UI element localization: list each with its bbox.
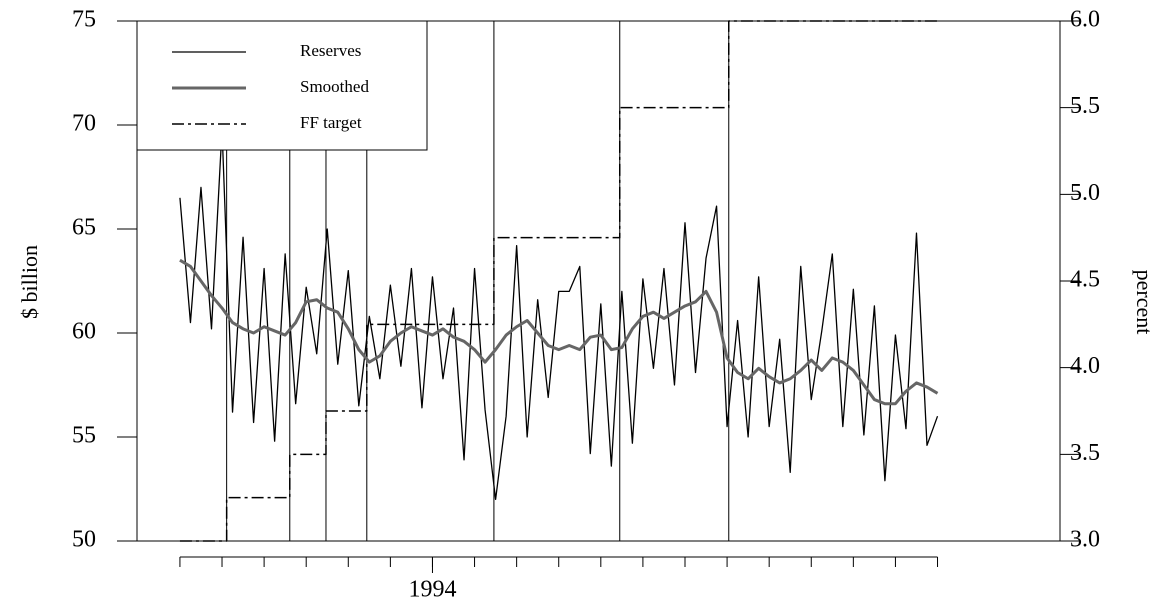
y2-tick-label: 4.0 xyxy=(1070,353,1100,379)
legend-box xyxy=(136,20,428,151)
y-tick-label: 55 xyxy=(72,423,96,449)
y-tick-label: 65 xyxy=(72,215,96,241)
y2-axis-label: percent xyxy=(1132,270,1157,335)
legend-label: FF target xyxy=(300,113,362,132)
y2-tick-label: 3.0 xyxy=(1070,527,1100,553)
y-tick-label: 75 xyxy=(72,7,96,33)
y-axis-label: $ billion xyxy=(17,245,42,319)
y-tick-label: 50 xyxy=(72,527,96,553)
y2-tick-label: 5.0 xyxy=(1070,180,1100,206)
y-tick-label: 60 xyxy=(72,319,96,345)
y-tick-label: 70 xyxy=(72,111,96,137)
legend-label: Smoothed xyxy=(300,77,369,96)
series-line xyxy=(179,128,939,501)
y2-tick-label: 4.5 xyxy=(1070,267,1100,293)
y2-tick-label: 5.5 xyxy=(1070,93,1100,119)
y2-tick-label: 6.0 xyxy=(1070,7,1100,33)
legend-label: Reserves xyxy=(300,41,361,60)
series-line xyxy=(179,258,939,406)
y2-tick-label: 3.5 xyxy=(1070,440,1100,466)
x-tick-label: 1994 xyxy=(408,577,456,603)
series-line xyxy=(179,20,938,542)
